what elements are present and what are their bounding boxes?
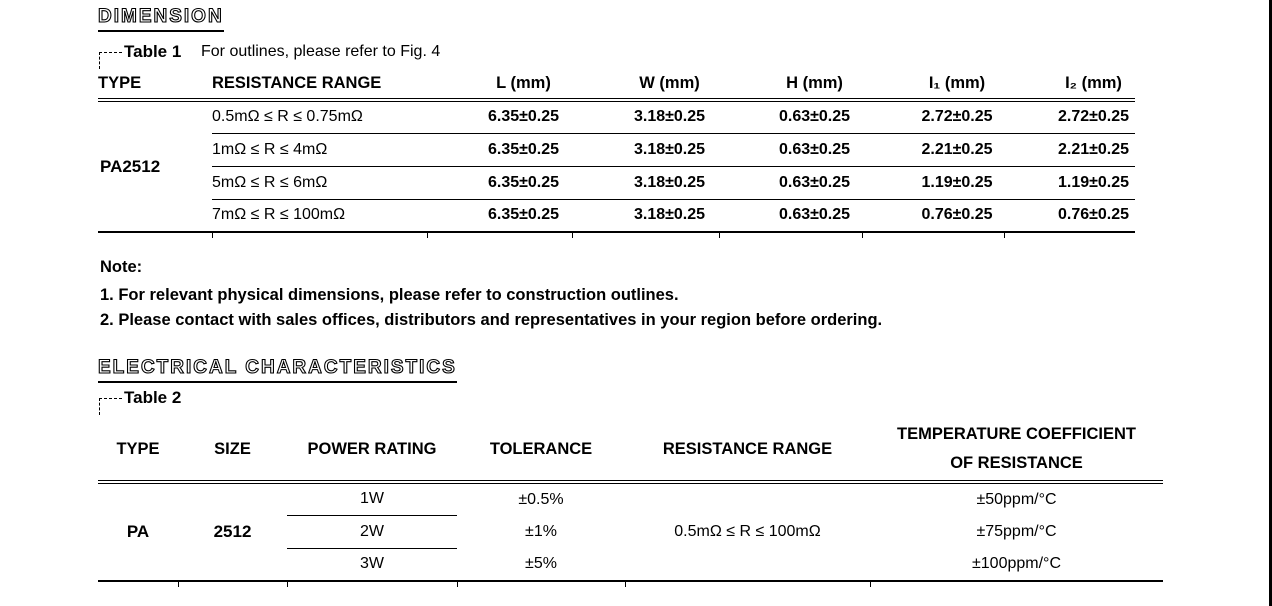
t2-header-power: POWER RATING — [287, 418, 457, 484]
t2-tempco-cell: ±50ppm/°C — [976, 490, 1057, 508]
t2-power-cell: 2W — [287, 515, 457, 549]
t1-h-cell: 0.63±0.25 — [719, 165, 862, 199]
t1-i1-cell: 2.21±0.25 — [862, 132, 1004, 166]
table1-label: Table 1 — [124, 42, 182, 61]
t1-range-cell: 1mΩ ≤ R ≤ 4mΩ — [212, 132, 427, 166]
t1-i2-cell: 2.72±0.25 — [1057, 108, 1130, 126]
t1-l-cell: 6.35±0.25 — [427, 198, 572, 232]
dimension-table-header-row: TYPE RESISTANCE RANGE L (mm) W (mm) H (m… — [98, 71, 1135, 102]
t1-header-i1: I₁ (mm) — [862, 71, 1004, 102]
t2-header-tolerance: TOLERANCE — [457, 418, 625, 484]
t2-size-cell: 2512 — [213, 522, 252, 541]
table-row: 2W ±1% ±75ppm/°C — [98, 515, 1163, 549]
t2-bottom-rule — [98, 580, 1163, 587]
note-block: Note: 1. For relevant physical dimension… — [100, 255, 882, 333]
electrical-section-title: ELECTRICAL CHARACTERISTICS — [97, 356, 457, 383]
t1-i2-cell: 2.21±0.25 — [1004, 132, 1135, 166]
t2-tempco-cell: ±75ppm/°C — [976, 522, 1057, 540]
t1-header-w: W (mm) — [572, 71, 719, 102]
table-row: 1mΩ ≤ R ≤ 4mΩ 6.35±0.25 3.18±0.25 0.63±0… — [98, 132, 1135, 166]
t1-header-l: L (mm) — [427, 71, 572, 102]
t2-range-cell: 0.5mΩ ≤ R ≤ 100mΩ — [674, 523, 821, 540]
t2-tempco-cell: ±100ppm/°C — [972, 555, 1061, 572]
dimension-table: TYPE RESISTANCE RANGE L (mm) W (mm) H (m… — [98, 71, 1135, 238]
table-row: PA2512 0.5mΩ ≤ R ≤ 0.75mΩ 6.35±0.25 3.18… — [98, 100, 1135, 175]
t1-w-cell: 3.18±0.25 — [572, 165, 719, 199]
t2-power-cell: 1W — [287, 482, 457, 516]
table-row: 3W ±5% ±100ppm/°C — [98, 548, 1163, 581]
t1-i1-cell: 1.19±0.25 — [862, 165, 1004, 199]
note-title: Note: — [100, 258, 143, 276]
t1-range-cell: 5mΩ ≤ R ≤ 6mΩ — [212, 165, 427, 199]
t1-l-cell: 6.35±0.25 — [487, 108, 560, 126]
t2-header-tempco: TEMPERATURE COEFFICIENT OF RESISTANCE — [870, 418, 1163, 484]
table2-label: Table 2 — [124, 388, 182, 407]
t1-range-cell: 7mΩ ≤ R ≤ 100mΩ — [212, 198, 427, 232]
t1-w-cell: 3.18±0.25 — [633, 108, 706, 126]
t1-range-cell: 0.5mΩ ≤ R ≤ 0.75mΩ — [212, 108, 363, 126]
t1-i1-cell: 0.76±0.25 — [862, 198, 1004, 232]
t1-header-h: H (mm) — [719, 71, 862, 102]
t1-l-cell: 6.35±0.25 — [427, 132, 572, 166]
table2-outline-marker — [99, 398, 122, 415]
t2-tolerance-cell: ±0.5% — [518, 490, 564, 508]
t1-i2-cell: 1.19±0.25 — [1004, 165, 1135, 199]
t2-header-tempco-line1: TEMPERATURE COEFFICIENT — [897, 425, 1136, 443]
t2-header-range: RESISTANCE RANGE — [625, 418, 870, 484]
t2-type-cell: PA — [126, 522, 150, 541]
t1-header-type: TYPE — [98, 71, 212, 102]
t2-header-tempco-line2: OF RESISTANCE — [950, 454, 1083, 472]
t1-header-i2: I₂ (mm) — [1004, 71, 1135, 102]
table1-caption: For outlines, please refer to Fig. 4 — [201, 43, 441, 60]
t2-tolerance-cell: ±1% — [525, 522, 557, 540]
t1-h-cell: 0.63±0.25 — [719, 132, 862, 166]
electrical-table: TYPE SIZE POWER RATING TOLERANCE RESISTA… — [98, 418, 1163, 587]
t1-i1-cell: 2.72±0.25 — [921, 108, 993, 126]
t1-l-cell: 6.35±0.25 — [427, 165, 572, 199]
table-row: PA 2512 1W ±0.5% 0.5mΩ ≤ R ≤ 100mΩ ±50pp… — [98, 482, 1163, 541]
t1-w-cell: 3.18±0.25 — [572, 132, 719, 166]
electrical-table-header-row: TYPE SIZE POWER RATING TOLERANCE RESISTA… — [98, 418, 1163, 484]
table1-outline-marker — [99, 52, 122, 69]
page-right-edge-line — [1269, 0, 1272, 606]
dimension-section-title: DIMENSION — [97, 5, 224, 32]
t1-bottom-rule — [98, 231, 1135, 238]
note-line-2: 2. Please contact with sales offices, di… — [100, 311, 883, 329]
t2-power-cell: 3W — [360, 555, 384, 573]
t1-i2-cell: 0.76±0.25 — [1004, 198, 1135, 232]
t1-type-cell: PA2512 — [100, 156, 161, 176]
t2-header-size: SIZE — [178, 418, 287, 484]
t2-tolerance-cell: ±5% — [525, 555, 557, 572]
t1-h-cell: 0.63±0.25 — [778, 108, 851, 126]
table-row: 7mΩ ≤ R ≤ 100mΩ 6.35±0.25 3.18±0.25 0.63… — [98, 198, 1135, 232]
note-line-1: 1. For relevant physical dimensions, ple… — [100, 286, 679, 304]
t1-w-cell: 3.18±0.25 — [572, 198, 719, 232]
t1-header-range: RESISTANCE RANGE — [212, 71, 427, 102]
t1-h-cell: 0.63±0.25 — [719, 198, 862, 232]
t2-header-type: TYPE — [98, 418, 178, 484]
table-row: 5mΩ ≤ R ≤ 6mΩ 6.35±0.25 3.18±0.25 0.63±0… — [98, 165, 1135, 199]
